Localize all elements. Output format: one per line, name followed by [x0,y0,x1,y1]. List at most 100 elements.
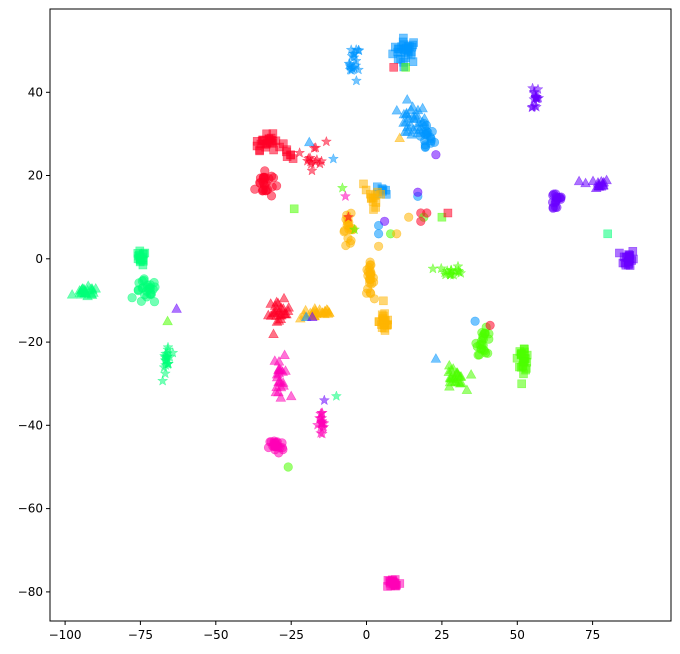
data-point-circle [420,141,431,152]
data-point-circle [149,297,160,307]
data-point-triangle [303,136,315,147]
data-point-square [615,248,624,258]
data-point-circle [431,150,441,160]
data-point-circle [404,212,414,222]
data-point-circle [419,118,429,129]
data-point-star [439,266,451,278]
data-point-square [256,139,266,149]
data-point-circle [413,187,423,197]
data-point-triangle [271,310,282,320]
data-point-circle [346,236,356,246]
data-point-square [262,129,271,139]
data-point-circle [261,185,271,196]
y-tick-label: −60 [18,502,43,516]
data-point-circle [477,328,487,338]
data-point-star [452,260,464,272]
data-point-star [339,190,352,202]
data-point-star [350,74,362,86]
data-point-triangle [444,376,456,387]
data-point-triangle [405,104,417,114]
data-point-triangle [319,306,331,316]
data-point-square [378,315,387,324]
data-point-star [162,358,174,369]
data-point-square [603,229,613,239]
data-point-triangle [273,355,285,366]
data-point-circle [364,262,374,273]
data-point-circle [374,229,384,239]
data-point-star [348,223,361,235]
data-point-triangle [275,392,287,402]
data-point-star [526,100,539,112]
data-point-star [315,427,327,439]
data-point-square [443,208,453,218]
data-point-star [318,394,330,406]
data-point-square [387,575,397,585]
data-point-triangle [273,315,285,325]
data-point-triangle [447,363,459,373]
data-point-circle [485,320,495,331]
data-point-triangle [306,311,318,322]
data-point-star [530,90,542,102]
data-point-circle [415,131,426,141]
data-point-triangle [407,110,419,121]
data-point-square [289,204,299,214]
data-point-triangle [66,288,78,299]
y-tick-label: 0 [35,252,43,266]
data-point-circle [422,208,432,218]
data-point-circle [277,443,288,453]
y-axis: −80 −60 −40 −20 0 20 40 [18,85,50,599]
data-point-triangle [573,175,585,186]
data-point-square [389,62,399,72]
x-tick-label: −50 [203,628,228,642]
data-point-circle [470,316,480,326]
data-point-circle [137,276,147,286]
data-point-triangle [281,308,292,319]
data-point-star [314,412,327,424]
data-point-circle [551,192,561,202]
data-point-square [517,379,527,389]
data-point-circle [255,178,265,188]
data-point-star [427,262,439,274]
x-tick-label: 50 [510,628,525,642]
data-point-triangle [74,284,85,295]
data-point-star [157,374,169,386]
data-point-circle [477,339,487,350]
data-point-circle [392,229,402,239]
data-point-triangle [265,298,277,308]
data-point-square [517,348,526,358]
data-point-triangle [465,368,477,379]
data-point-square [624,251,634,260]
data-point-circle [369,294,380,304]
data-point-triangle [461,384,473,394]
x-tick-label: 75 [585,628,600,642]
data-point-square [379,296,388,306]
plot-frame [49,8,672,622]
data-point-square [399,33,408,43]
data-point-star [162,343,174,355]
data-point-triangle [587,175,599,185]
data-point-star [453,266,465,277]
data-point-triangle [451,368,463,379]
data-point-square [366,194,376,203]
data-point-star [327,152,339,164]
y-tick-label: 40 [28,85,43,99]
data-point-square [139,249,148,259]
data-point-triangle [171,303,182,313]
x-tick-label: −100 [49,628,82,642]
data-point-square [380,326,390,335]
data-point-star [336,182,349,193]
data-point-star [348,51,360,63]
data-point-square [282,152,292,161]
data-point-star [342,211,355,223]
data-point-star [532,83,544,95]
data-point-square [393,54,403,64]
x-tick-label: −75 [128,628,153,642]
data-point-square [403,42,413,51]
data-point-square [359,179,368,189]
data-point-triangle [399,126,411,136]
data-point-triangle [279,349,290,360]
data-point-circle [364,275,375,285]
data-point-square [390,42,400,52]
data-point-circle [283,462,293,472]
data-point-triangle [86,289,98,299]
